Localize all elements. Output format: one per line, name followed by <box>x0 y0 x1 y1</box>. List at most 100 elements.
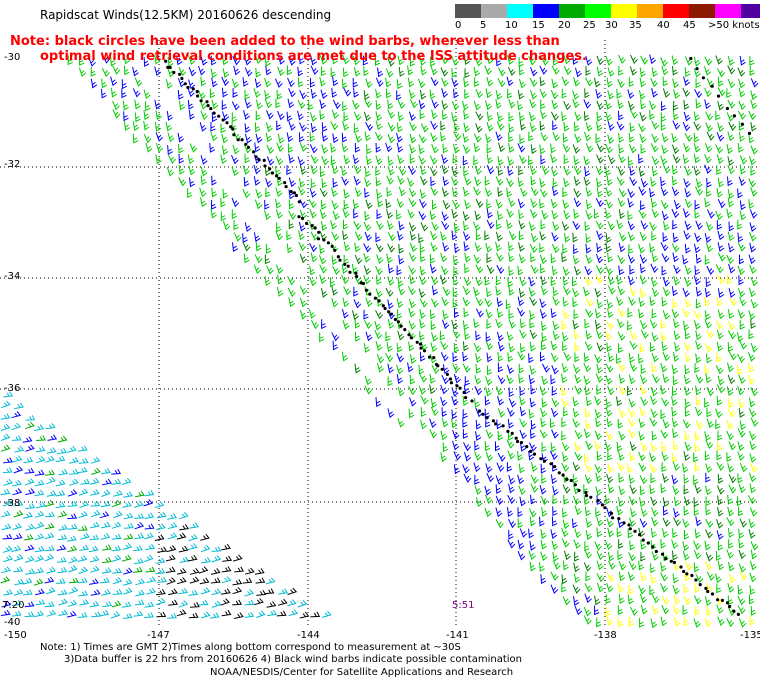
contamination-dot <box>262 158 266 162</box>
wind-barb <box>102 54 110 64</box>
wind-barb <box>254 142 261 153</box>
contamination-dot <box>672 560 677 565</box>
wind-barb <box>550 571 559 581</box>
wind-barb <box>518 463 525 474</box>
wind-barb <box>221 111 230 121</box>
wind-barb <box>89 489 100 496</box>
contamination-dot <box>704 586 708 591</box>
wind-barb <box>660 429 669 439</box>
wind-barb <box>387 133 396 144</box>
wind-barb <box>287 56 296 66</box>
wind-barb <box>605 187 613 197</box>
wind-barb <box>551 243 560 254</box>
wind-barb <box>244 567 255 575</box>
wind-barb <box>627 210 633 221</box>
wind-barb <box>531 462 538 472</box>
wind-barb <box>728 330 737 340</box>
wind-barb <box>286 65 293 76</box>
wind-barb <box>264 77 272 88</box>
wind-barb <box>462 351 469 362</box>
wind-barb <box>507 539 516 549</box>
wind-barb <box>496 419 503 430</box>
wind-barb <box>583 176 591 187</box>
wind-barb <box>704 364 710 375</box>
wind-barb <box>484 297 493 308</box>
wind-barb <box>693 142 701 153</box>
wind-barb <box>673 330 681 341</box>
wind-barb <box>453 373 461 384</box>
wind-barb <box>91 467 101 475</box>
wind-barb <box>189 602 200 608</box>
wind-barb <box>222 68 230 78</box>
wind-barb <box>234 566 245 573</box>
wind-barb <box>528 221 536 232</box>
wind-barb <box>454 242 460 253</box>
wind-barb <box>705 111 714 121</box>
wind-barb <box>585 571 591 582</box>
wind-barb <box>572 297 578 308</box>
wind-barb <box>671 243 680 253</box>
wind-barb <box>561 76 570 87</box>
wind-barb <box>155 132 164 142</box>
wind-barb <box>607 221 616 231</box>
wind-barb <box>540 351 546 362</box>
wind-barb <box>694 243 701 254</box>
wind-barb <box>188 612 199 619</box>
wind-barb <box>407 209 415 219</box>
wind-barb <box>319 76 326 87</box>
wind-barb <box>497 166 504 176</box>
wind-barb <box>111 499 122 508</box>
wind-barb <box>420 252 426 263</box>
wind-barb <box>627 198 635 208</box>
wind-barb <box>255 133 263 144</box>
wind-barb <box>583 562 592 572</box>
wind-barb <box>277 274 284 285</box>
wind-barb <box>528 353 534 364</box>
wind-barb <box>705 143 713 153</box>
wind-barb <box>46 609 57 617</box>
wind-barb <box>519 318 526 329</box>
wind-barb <box>99 609 110 617</box>
wind-barb <box>617 166 625 177</box>
wind-barb <box>451 67 457 78</box>
wind-barb <box>375 232 381 243</box>
wind-barb <box>706 78 715 88</box>
wind-barb <box>671 55 679 66</box>
wind-barb <box>476 497 483 507</box>
wind-barb <box>77 612 88 618</box>
lat-label-36: -36 <box>4 383 21 394</box>
wind-barb <box>518 65 525 76</box>
wind-barb <box>364 210 371 221</box>
wind-barb <box>705 518 714 529</box>
wind-barb <box>596 187 604 198</box>
wind-barb <box>22 577 33 585</box>
wind-barb <box>550 352 559 363</box>
wind-barb <box>540 529 547 539</box>
wind-barb <box>68 577 79 584</box>
wind-barb <box>474 398 481 408</box>
wind-barb <box>727 56 735 66</box>
wind-barb <box>672 110 679 121</box>
contamination-dot <box>183 82 187 86</box>
wind-barb <box>704 87 712 98</box>
footer-note-line1: Note: 1) Times are GMT 2)Times along bot… <box>40 642 461 653</box>
wind-barb <box>364 375 372 386</box>
wind-barb <box>651 374 660 384</box>
wind-barb <box>66 535 77 542</box>
wind-barb <box>539 242 545 253</box>
wind-barb <box>638 585 646 595</box>
wind-barb <box>693 506 700 516</box>
wind-barb <box>520 187 528 198</box>
wind-barb <box>661 296 668 307</box>
wind-barb <box>715 210 723 221</box>
wind-barb <box>286 165 292 175</box>
wind-barb <box>55 501 66 509</box>
wind-barb <box>496 297 503 308</box>
contamination-dot <box>383 306 387 311</box>
wind-barb <box>694 88 703 99</box>
wind-barb <box>585 210 593 220</box>
wind-barb <box>738 275 744 286</box>
wind-barb <box>255 99 263 110</box>
wind-barb <box>693 540 701 551</box>
wind-barb <box>704 617 712 628</box>
